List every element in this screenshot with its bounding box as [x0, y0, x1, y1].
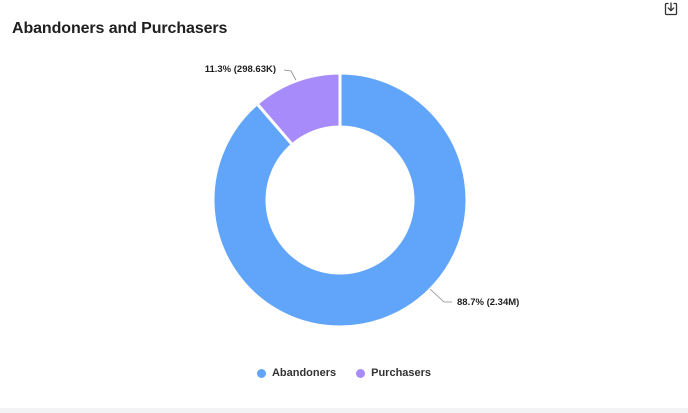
- legend-dot-abandoners: [256, 368, 266, 378]
- donut-slice-abandoners[interactable]: [211, 71, 469, 329]
- legend-item-purchasers[interactable]: Purchasers: [356, 367, 431, 379]
- bottom-strip: [0, 408, 688, 413]
- legend-item-abandoners[interactable]: Abandoners: [256, 367, 337, 379]
- leader-line-abandoners: [429, 288, 452, 303]
- data-label-abandoners: 88.7% (2.34M): [457, 297, 519, 308]
- chart-legend: Abandoners Purchasers: [0, 367, 688, 379]
- leader-line-purchasers: [283, 69, 297, 81]
- chart-title: Abandoners and Purchasers: [12, 20, 228, 37]
- data-label-purchasers: 11.3% (298.63K): [205, 64, 276, 75]
- donut-slice-purchasers[interactable]: [255, 71, 342, 147]
- legend-label-abandoners: Abandoners: [271, 367, 337, 379]
- donut-chart: 88.7% (2.34M) 11.3% (298.63K): [205, 64, 519, 329]
- download-icon: [664, 2, 678, 16]
- legend-dot-purchasers: [356, 368, 366, 378]
- download-button[interactable]: [661, 0, 681, 18]
- legend-label-purchasers: Purchasers: [371, 367, 432, 379]
